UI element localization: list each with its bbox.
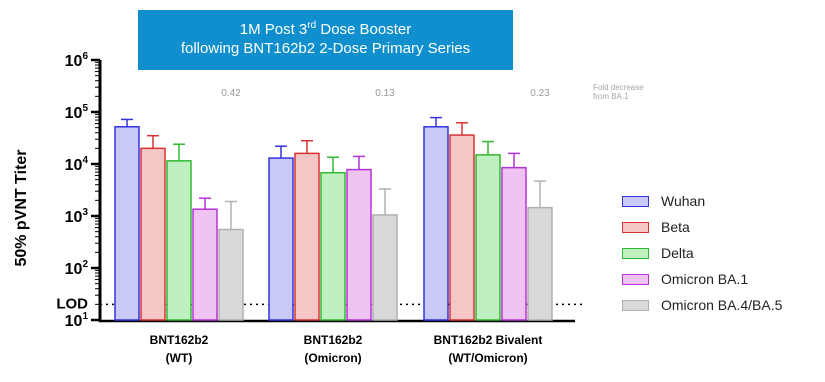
fold-decrease-label: 0.13	[375, 88, 395, 99]
chart-title-line2: following BNT162b2 2-Dose Primary Series	[180, 40, 471, 57]
bar	[372, 214, 398, 321]
bar	[140, 147, 166, 321]
bar	[475, 154, 501, 321]
legend-label: Beta	[661, 219, 690, 235]
legend-item: Delta	[622, 240, 782, 266]
bar	[320, 171, 346, 321]
y-tick-label: 101	[65, 311, 89, 330]
x-tick-label: BNT162b2	[304, 333, 363, 347]
legend-label: Delta	[661, 245, 694, 261]
x-tick-label: (Omicron)	[304, 351, 361, 365]
legend-item: Omicron BA.4/BA.5	[622, 292, 782, 318]
y-tick-label: 102	[65, 259, 89, 278]
lod-label: LOD	[56, 295, 88, 312]
legend-label: Omicron BA.4/BA.5	[661, 297, 783, 313]
x-tick-label: (WT/Omicron)	[448, 351, 527, 365]
legend-item: Omicron BA.1	[622, 266, 782, 292]
chart-title-box: 1M Post 3rd Dose Booster following BNT16…	[138, 10, 513, 70]
bar	[346, 168, 372, 321]
bar	[166, 160, 192, 321]
x-tick-label: BNT162b2 Bivalent	[434, 333, 543, 347]
x-tick-label: (WT)	[166, 351, 193, 365]
legend-label: Omicron BA.1	[661, 271, 749, 287]
bar	[218, 228, 244, 321]
bar	[294, 152, 320, 321]
fold-decrease-label: 0.42	[221, 88, 241, 99]
bar	[501, 166, 527, 321]
legend-label: Wuhan	[661, 193, 706, 209]
legend-swatch	[622, 247, 649, 259]
legend: Wuhan Beta Delta Omicron BA.1 Omicron BA…	[622, 188, 782, 318]
y-tick-label: 105	[65, 103, 89, 122]
legend-swatch	[622, 299, 649, 311]
fold-decrease-label: 0.23	[530, 88, 550, 99]
bar	[423, 126, 449, 321]
bar	[114, 126, 140, 321]
y-tick-label: 104	[65, 155, 89, 174]
bar	[268, 157, 294, 321]
legend-item: Beta	[622, 214, 782, 240]
bar	[449, 134, 475, 321]
bar	[527, 206, 553, 321]
y-axis-label: 50% pVNT Titer	[13, 149, 30, 266]
bar	[192, 208, 218, 321]
y-tick-label: 106	[65, 51, 89, 70]
fold-decrease-note: Fold decrease from BA.1	[593, 83, 644, 101]
chart-title-line1: 1M Post 3rd Dose Booster	[239, 20, 412, 38]
legend-swatch	[622, 221, 649, 233]
y-tick-label: 103	[65, 207, 89, 226]
legend-swatch	[622, 195, 649, 207]
legend-item: Wuhan	[622, 188, 782, 214]
x-tick-label: BNT162b2	[150, 333, 209, 347]
legend-swatch	[622, 273, 649, 285]
